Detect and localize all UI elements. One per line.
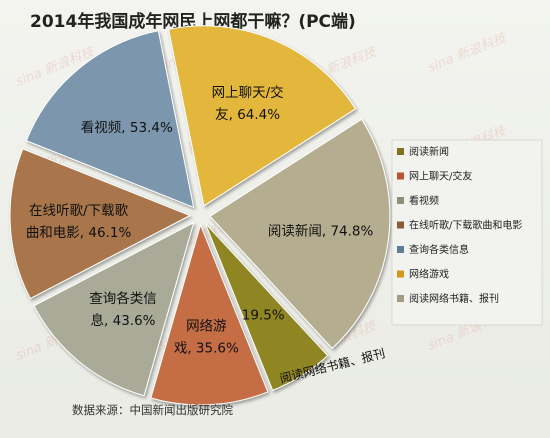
pie-slices [9,25,391,406]
slice-label-5: 网络游戏, 35.6% [174,318,239,356]
legend-label-6: 阅读网络书籍、报刊 [409,292,499,305]
slice-label-4: 查询各类信息, 43.6% [89,291,157,329]
legend-box [391,139,543,326]
legend-label-0: 阅读新闻 [409,145,449,158]
slice-labels: 网上聊天/交友, 64.4% 阅读新闻, 74.8% 19.5%网络游戏, 35.6… [26,84,374,356]
source-note: 数据来源：中国新闻出版研究院 [72,403,233,417]
pie-slice-6 [204,223,329,392]
legend-label-4: 查询各类信息 [409,243,469,256]
pie-slice-2 [25,30,195,209]
pie-slice-3 [9,148,192,300]
pie-slice-0 [209,118,391,350]
pie-slice-5 [150,223,269,406]
legend-swatch-5 [397,270,404,278]
legend-label-5: 网络游戏 [409,268,449,281]
legend-swatch-3 [397,221,404,229]
pie-slice-1 [168,25,357,207]
legend-swatch-2 [397,197,404,204]
watermark-12: sina 新浪科技 [426,29,511,76]
chart-title: 2014年我国成年网民上网都干嘛？(PC端) [30,11,356,32]
slice-label-0: 阅读新闻, 74.8% [268,223,374,239]
slice-label-6: 19.5% [242,308,285,324]
legend-swatch-4 [397,246,404,253]
slice-label-3: 在线听歌/下载歌曲和电影, 46.1% [26,203,132,241]
legend-swatch-1 [397,172,404,180]
legend-label-1: 网上聊天/交友 [409,170,472,183]
legend-label-3: 在线听歌/下载歌曲和电影 [409,219,522,232]
legend: 阅读新闻网上聊天/交友看视频在线听歌/下载歌曲和电影查询各类信息网络游戏阅读网络… [391,139,543,326]
slice-label-2: 看视频, 53.4% [81,120,173,136]
legend-swatch-0 [397,148,404,155]
legend-label-2: 看视频 [409,194,439,207]
legend-swatch-6 [397,295,404,302]
slice-label-1: 网上聊天/交友, 64.4% [212,84,284,123]
pie-slice-4 [33,221,195,397]
